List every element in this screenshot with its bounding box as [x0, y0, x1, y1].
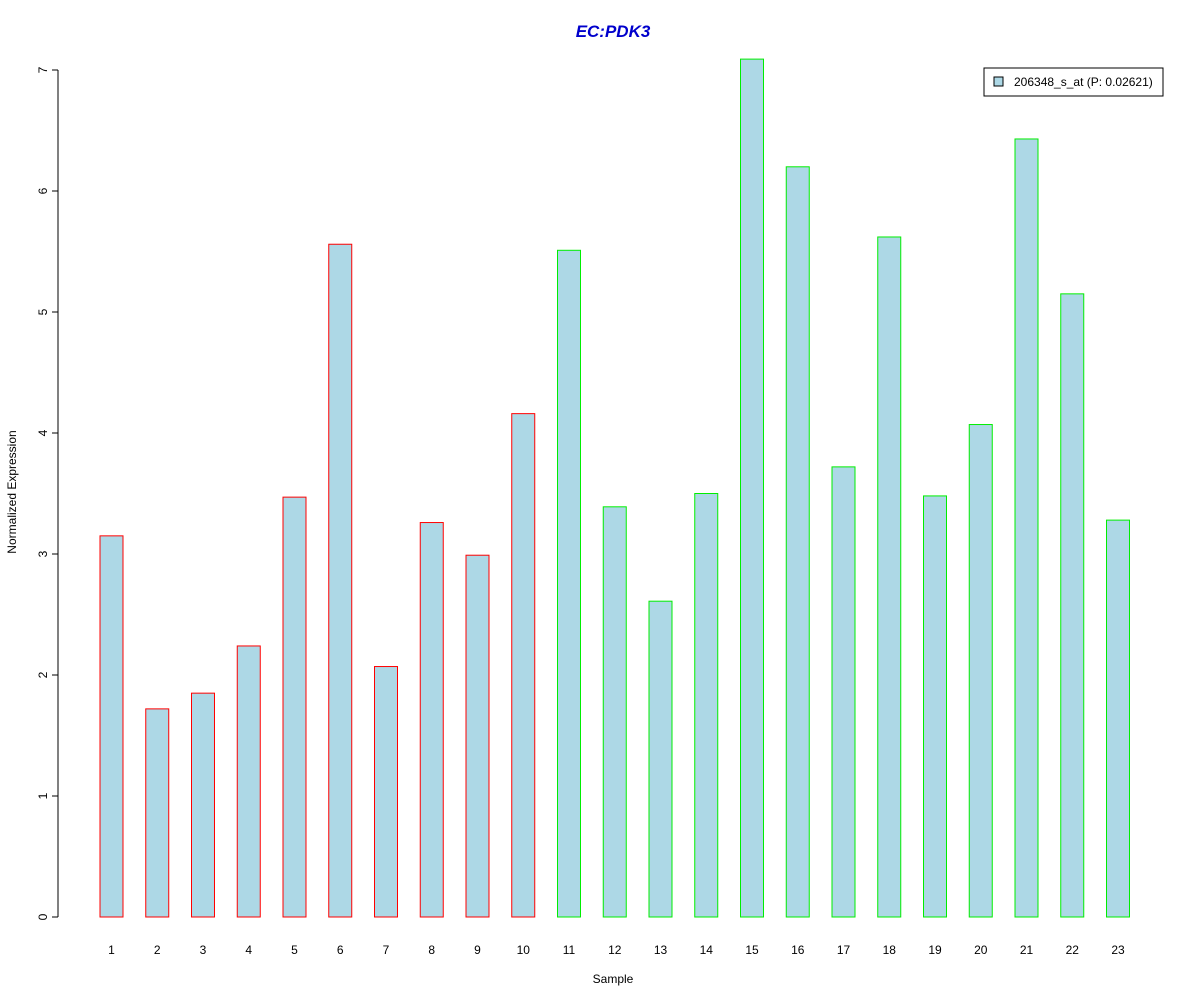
bar-sample-5 [282, 496, 307, 918]
x-tick-label: 22 [1066, 943, 1080, 957]
bar-sample-12 [602, 506, 627, 918]
bar-sample-16 [785, 166, 810, 918]
bar-sample-11 [557, 249, 581, 918]
y-axis-label: Normalized Expression [5, 430, 19, 553]
bar-sample-18 [877, 236, 902, 918]
bar-sample-13 [648, 600, 673, 918]
x-tick-label: 9 [474, 943, 481, 957]
legend-box [983, 67, 1164, 97]
bar-sample-22 [1060, 293, 1085, 918]
x-tick-label: 18 [883, 943, 897, 957]
x-tick-label: 15 [745, 943, 759, 957]
x-axis-label: Sample [593, 972, 634, 986]
bar-sample-2 [145, 708, 170, 918]
x-tick-label: 21 [1020, 943, 1034, 957]
bar-sample-9 [465, 554, 490, 918]
y-tick-label: 5 [36, 308, 50, 315]
x-tick-label: 10 [517, 943, 531, 957]
bar-sample-17 [831, 466, 856, 918]
legend: 206348_s_at (P: 0.02621) [983, 67, 1164, 97]
bar-sample-20 [968, 424, 993, 918]
bar-sample-6 [328, 243, 353, 918]
bar-sample-15 [740, 58, 764, 918]
bar-sample-7 [374, 666, 398, 918]
x-tick-label: 13 [654, 943, 668, 957]
bar-sample-1 [99, 535, 124, 918]
x-tick-label: 8 [428, 943, 435, 957]
legend-entry: 206348_s_at (P: 0.02621) [1014, 75, 1153, 89]
bar-sample-23 [1106, 519, 1130, 918]
y-axis: 0 1 2 3 4 5 6 7 [36, 66, 59, 920]
x-tick-label: 16 [791, 943, 805, 957]
y-tick-label: 1 [36, 792, 50, 799]
x-tick-label: 6 [337, 943, 344, 957]
bar-sample-14 [694, 493, 719, 918]
bar-sample-10 [511, 413, 536, 918]
bar-sample-4 [236, 645, 261, 918]
legend-swatch [993, 76, 1004, 87]
bar-sample-21 [1014, 138, 1039, 918]
x-tick-label: 7 [383, 943, 390, 957]
x-tick-label: 12 [608, 943, 622, 957]
bar-sample-8 [419, 522, 444, 918]
y-tick-label: 0 [36, 913, 50, 920]
x-tick-label: 14 [700, 943, 714, 957]
y-tick-label: 4 [36, 429, 50, 436]
bars [99, 58, 1130, 918]
x-tick-label: 1 [108, 943, 115, 957]
y-tick-label: 3 [36, 550, 50, 557]
y-tick-label: 6 [36, 187, 50, 194]
bar-sample-19 [923, 495, 947, 918]
x-tick-label: 2 [154, 943, 161, 957]
x-tick-label: 17 [837, 943, 851, 957]
bar-sample-3 [191, 692, 215, 918]
x-tick-label: 19 [928, 943, 942, 957]
y-tick-label: 2 [36, 671, 50, 678]
x-tick-label: 23 [1111, 943, 1125, 957]
chart-title: EC:PDK3 [576, 22, 651, 41]
x-tick-label: 11 [563, 943, 576, 957]
x-tick-label: 3 [200, 943, 207, 957]
x-tick-label: 4 [245, 943, 252, 957]
x-tick-label: 20 [974, 943, 988, 957]
x-axis: 1 2 3 4 5 6 7 8 9 10 11 12 13 14 15 16 17 18 19 20 21 22 23 [108, 943, 1125, 957]
x-tick-label: 5 [291, 943, 298, 957]
y-tick-label: 7 [36, 66, 50, 73]
